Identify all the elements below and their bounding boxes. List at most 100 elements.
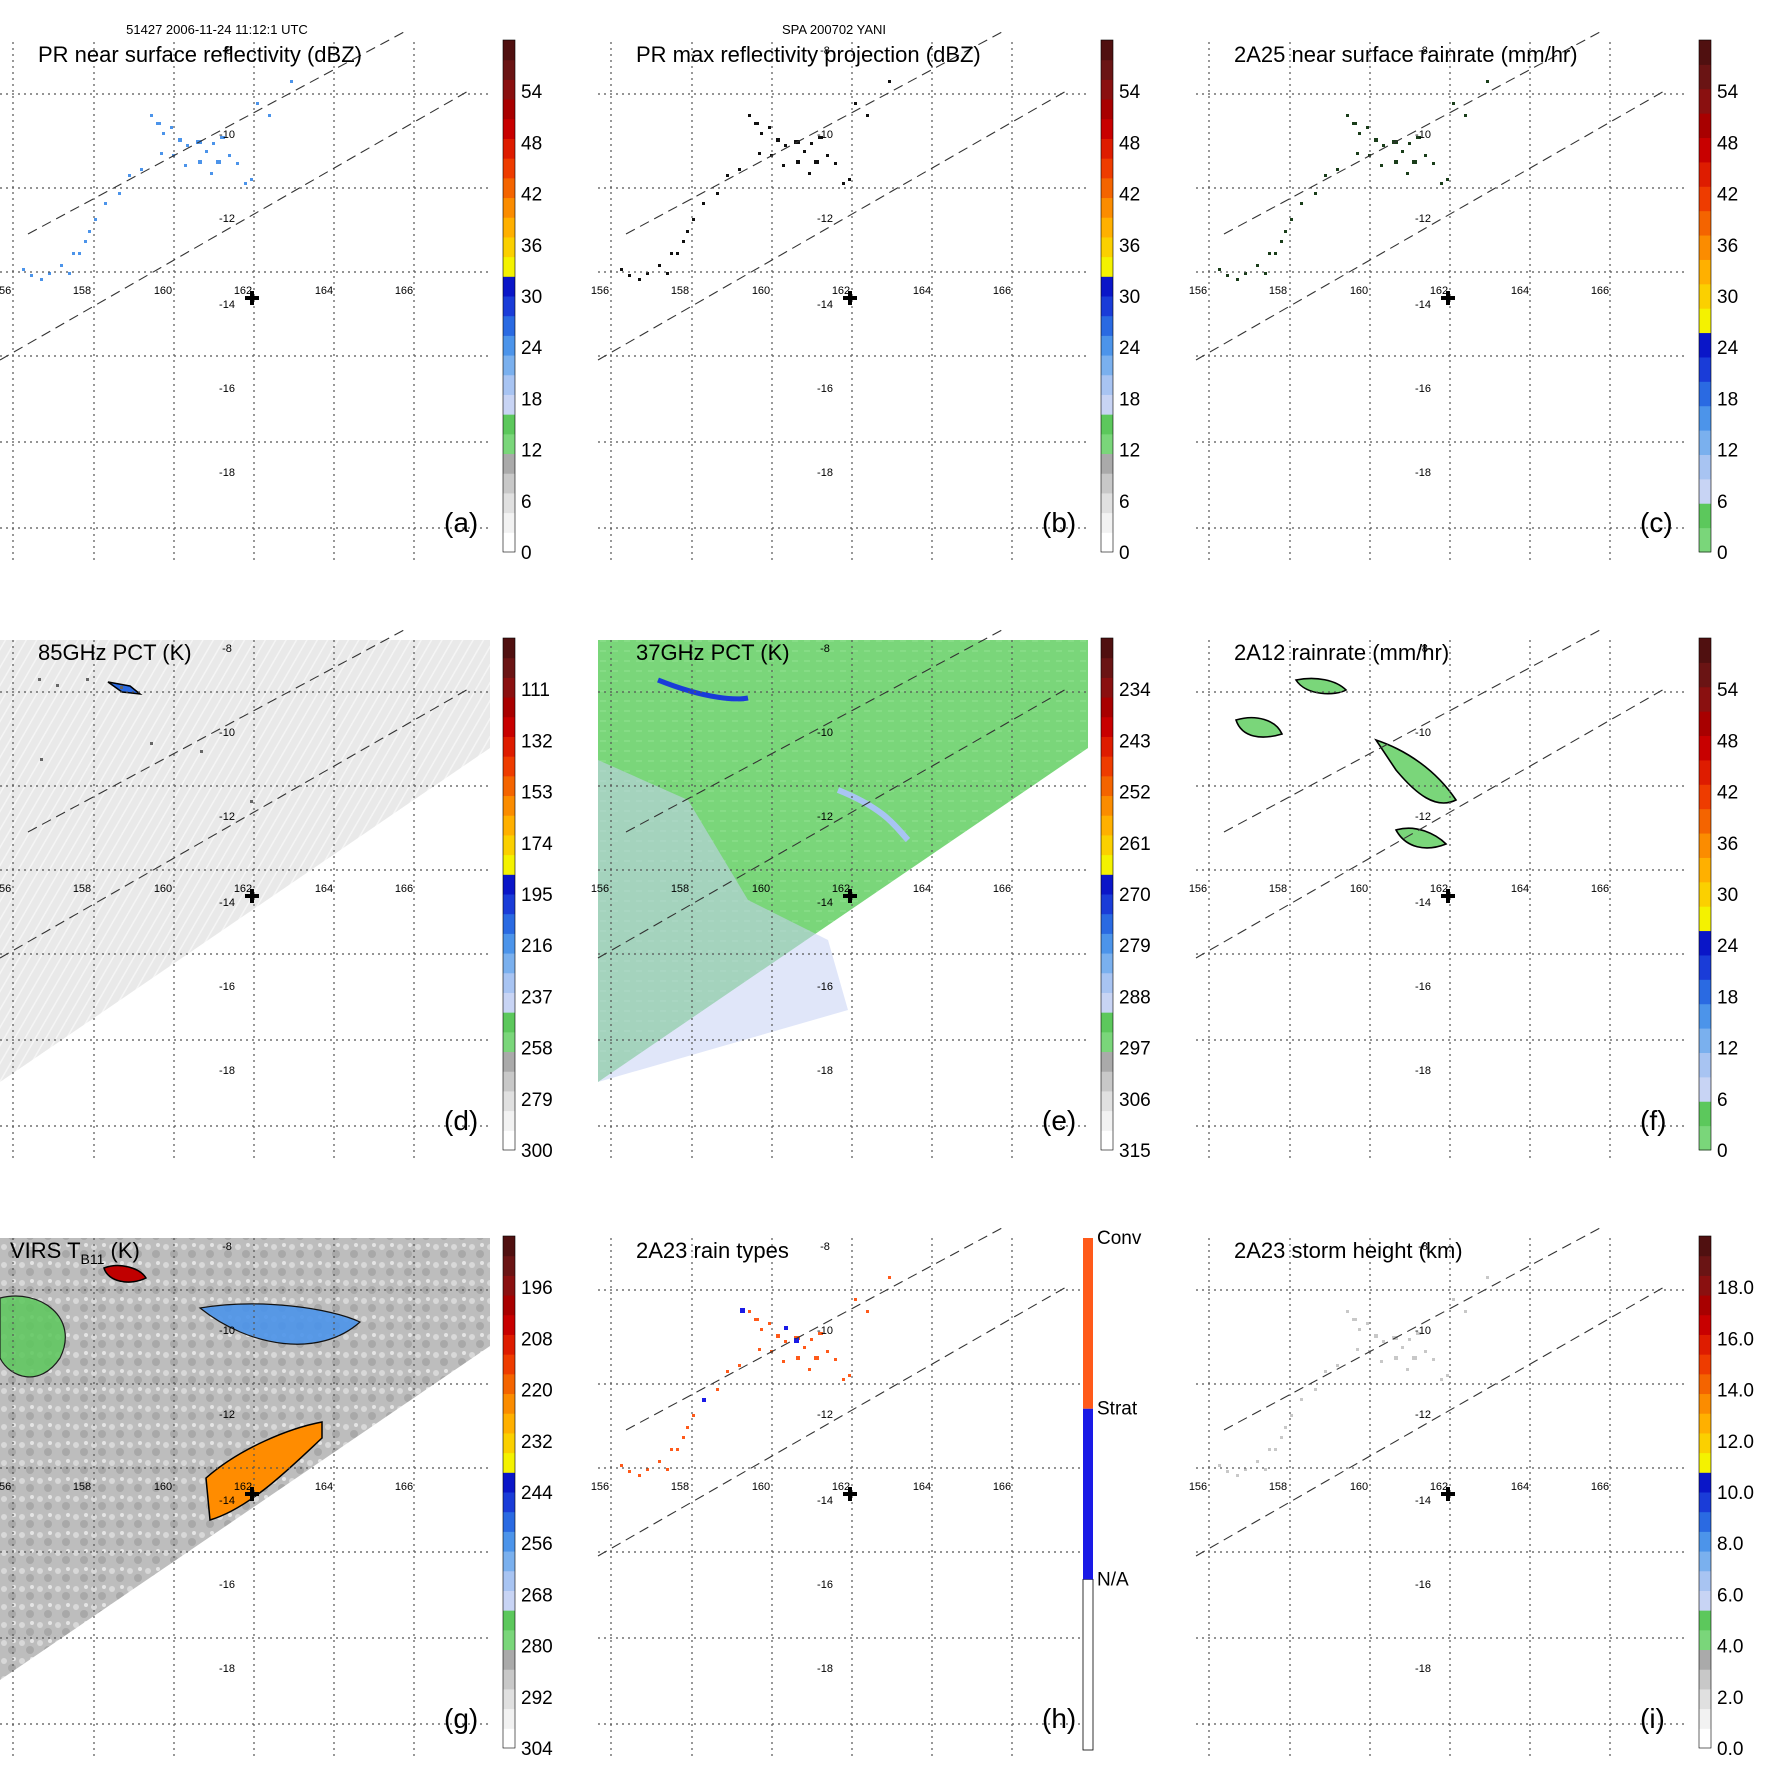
cold-cell — [107, 681, 143, 696]
lat-tick-label: -8 — [222, 45, 232, 57]
colorbar-segment — [1101, 677, 1113, 698]
colorbar-tick-label: 288 — [1119, 987, 1151, 1008]
convective-pixel — [748, 1310, 751, 1313]
precip-pixel — [738, 168, 741, 171]
colorbar-segment — [503, 335, 515, 356]
stratiform-pixel — [702, 1398, 706, 1402]
lon-tick-label: 160 — [154, 285, 172, 297]
colorbar-segment — [1699, 40, 1711, 65]
lon-tick-label: 166 — [993, 1481, 1011, 1493]
colorbar-tick-label: 54 — [521, 82, 543, 103]
panel-g: 156 158 160 162 164 166 -8 -10 -12 -14 -16 -18 VIRS … — [0, 1235, 553, 1760]
lat-tick-label: -16 — [219, 383, 235, 395]
precip-pixel — [803, 150, 806, 153]
precip-pixel — [228, 154, 231, 157]
lat-tick-label: -12 — [817, 811, 833, 823]
colorbar-segment — [1101, 815, 1113, 836]
cold-pixel — [56, 684, 59, 687]
lon-tick-label: 160 — [154, 883, 172, 895]
colorbar-tick-label: 42 — [1717, 185, 1738, 206]
cold-cloud-top — [205, 1421, 323, 1521]
colorbar-segment — [503, 40, 515, 61]
precip-pixel — [1358, 132, 1361, 135]
colorbar-segment — [1101, 795, 1113, 816]
colorbar-segment — [1699, 1314, 1711, 1335]
colorbar-segment — [1699, 1413, 1711, 1434]
precip-pixel — [1412, 1356, 1417, 1360]
colorbar-tick-label: 12 — [1717, 1039, 1738, 1060]
precip-pixel — [1300, 202, 1303, 205]
pr-swath-edge — [1223, 1227, 1601, 1431]
colorbar-tick-label: 24 — [1717, 338, 1739, 359]
colorbar-segment — [503, 473, 515, 494]
lon-tick-label: 156 — [1189, 285, 1207, 297]
precip-pixel — [748, 114, 751, 117]
lon-tick-label: 164 — [315, 883, 333, 895]
precip-pixel — [1432, 162, 1435, 165]
convective-band — [836, 787, 911, 843]
convective-pixel — [638, 1474, 641, 1477]
colorbar-segment — [503, 256, 515, 277]
precip-pixel — [178, 138, 182, 142]
precip-pixel — [1424, 154, 1427, 157]
convective-pixel — [888, 1276, 891, 1279]
colorbar-segment — [503, 138, 515, 159]
colorbar-segment — [1101, 736, 1113, 757]
colorbar-segment — [503, 1255, 515, 1276]
colorbar-segment — [503, 1669, 515, 1690]
colorbar-tick-label: 6 — [521, 492, 532, 513]
colorbar-tick-label: 252 — [1119, 783, 1151, 804]
precip-pixel — [104, 202, 107, 205]
precip-pixel — [1218, 268, 1221, 271]
precip-pixel — [1236, 1474, 1239, 1477]
panel-title: 85GHz PCT (K) — [38, 640, 192, 665]
colorbar-segment — [503, 315, 515, 336]
precip-pixel — [244, 182, 247, 185]
stratiform-pixel — [784, 1326, 788, 1330]
precip-pixel — [1408, 1338, 1411, 1341]
colorbar-segment — [1699, 979, 1711, 1005]
colorbar-segment — [503, 1051, 515, 1072]
lon-tick-label: 164 — [913, 285, 931, 297]
colorbar-tick-label: 54 — [1717, 82, 1739, 103]
plus-icon — [245, 1487, 259, 1501]
cold-pixel — [40, 758, 43, 761]
convective-pixel — [760, 1328, 763, 1331]
precip-pixel — [1314, 192, 1317, 195]
colorbar-tick-label: Strat — [1097, 1399, 1138, 1420]
colorbar-segment — [503, 1275, 515, 1296]
pr-swath-edge — [625, 629, 1003, 833]
colorbar-tick-label: 268 — [521, 1585, 553, 1606]
precip-pixel — [60, 264, 63, 267]
convective-band — [657, 677, 749, 702]
colorbar-tick-label: 174 — [521, 834, 553, 855]
colorbar-segment — [503, 1452, 515, 1473]
warm-region — [598, 760, 848, 1082]
colorbar-tick-label: 48 — [521, 133, 542, 154]
cold-pixel — [120, 686, 123, 689]
precip-pixel — [808, 172, 811, 175]
colorbar-segment — [1699, 1629, 1711, 1651]
panel-title-main: VIRS T — [10, 1238, 81, 1263]
precip-pixel — [88, 230, 91, 233]
colorbar-segment — [1101, 933, 1113, 954]
colorbar-tick-label: 18 — [1717, 389, 1738, 410]
lon-tick-label: 164 — [1511, 883, 1529, 895]
colorbar-segment — [503, 1570, 515, 1591]
colorbar-segment — [503, 236, 515, 258]
precip-pixel — [628, 274, 631, 277]
lon-tick-label: 156 — [0, 1481, 11, 1493]
colorbar-segment — [503, 1432, 515, 1454]
convective-pixel — [854, 1298, 857, 1301]
lon-tick-label: 166 — [993, 883, 1011, 895]
colorbar-segment — [1101, 1130, 1113, 1151]
colorbar-tick-label: 292 — [521, 1688, 553, 1709]
colorbar-segment — [503, 1031, 515, 1053]
precip-pixel — [162, 132, 165, 135]
colorbar-segment — [1699, 405, 1711, 431]
precip-pixel — [1244, 1468, 1247, 1471]
colorbar-segment — [1101, 756, 1113, 777]
convective-pixel — [818, 1332, 823, 1335]
precip-pixel — [1226, 274, 1229, 277]
precip-pixel — [842, 182, 845, 185]
